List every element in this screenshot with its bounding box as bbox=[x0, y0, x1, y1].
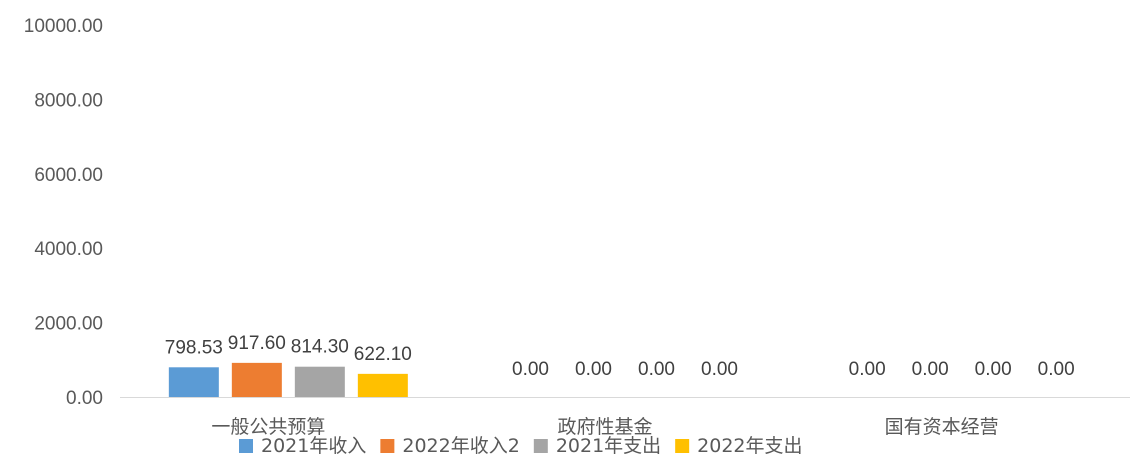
data-label: 0.00 bbox=[1038, 359, 1075, 380]
data-label: 0.00 bbox=[849, 359, 886, 380]
y-axis: 0.00 2000.00 4000.00 6000.00 8000.00 10000.00 bbox=[24, 16, 103, 409]
data-label: 0.00 bbox=[912, 359, 949, 380]
bars bbox=[168, 362, 408, 397]
x-tick-label: 一般公共预算 bbox=[211, 416, 325, 438]
bar bbox=[294, 366, 345, 397]
data-label: 917.60 bbox=[228, 333, 286, 354]
x-axis: 一般公共预算 政府性基金 国有资本经营 bbox=[211, 416, 998, 438]
legend-swatch bbox=[239, 439, 253, 453]
legend-label: 2022年支出 bbox=[697, 435, 802, 457]
data-label: 0.00 bbox=[701, 359, 738, 380]
legend-swatch bbox=[675, 439, 690, 453]
legend-label: 2021年支出 bbox=[556, 435, 661, 457]
x-tick-label: 国有资本经营 bbox=[885, 416, 999, 438]
y-tick-label: 8000.00 bbox=[34, 90, 103, 111]
data-label: 798.53 bbox=[165, 337, 223, 358]
data-label: 0.00 bbox=[575, 359, 612, 380]
data-label: 0.00 bbox=[638, 359, 675, 380]
legend: 2021年收入 2022年收入2 2021年支出 2022年支出 bbox=[239, 435, 803, 457]
y-tick-label: 2000.00 bbox=[34, 314, 103, 335]
legend-label: 2021年收入 bbox=[261, 435, 366, 457]
bar bbox=[357, 373, 408, 397]
data-label: 0.00 bbox=[512, 359, 549, 380]
data-label: 0.00 bbox=[975, 359, 1012, 380]
legend-label: 2022年收入2 bbox=[402, 435, 519, 457]
data-labels: 798.53 917.60 814.30 622.10 0.00 0.00 0.00 0.00… bbox=[165, 333, 1075, 380]
x-tick-label: 政府性基金 bbox=[557, 416, 652, 438]
y-tick-label: 10000.00 bbox=[24, 16, 103, 37]
bar bbox=[231, 362, 282, 397]
y-tick-label: 0.00 bbox=[66, 388, 103, 409]
legend-swatch bbox=[533, 439, 548, 453]
bar bbox=[168, 367, 219, 397]
y-tick-label: 6000.00 bbox=[34, 165, 103, 186]
data-label: 622.10 bbox=[354, 344, 412, 365]
legend-swatch bbox=[380, 439, 395, 453]
data-label: 814.30 bbox=[291, 337, 349, 358]
y-tick-label: 4000.00 bbox=[34, 239, 103, 260]
